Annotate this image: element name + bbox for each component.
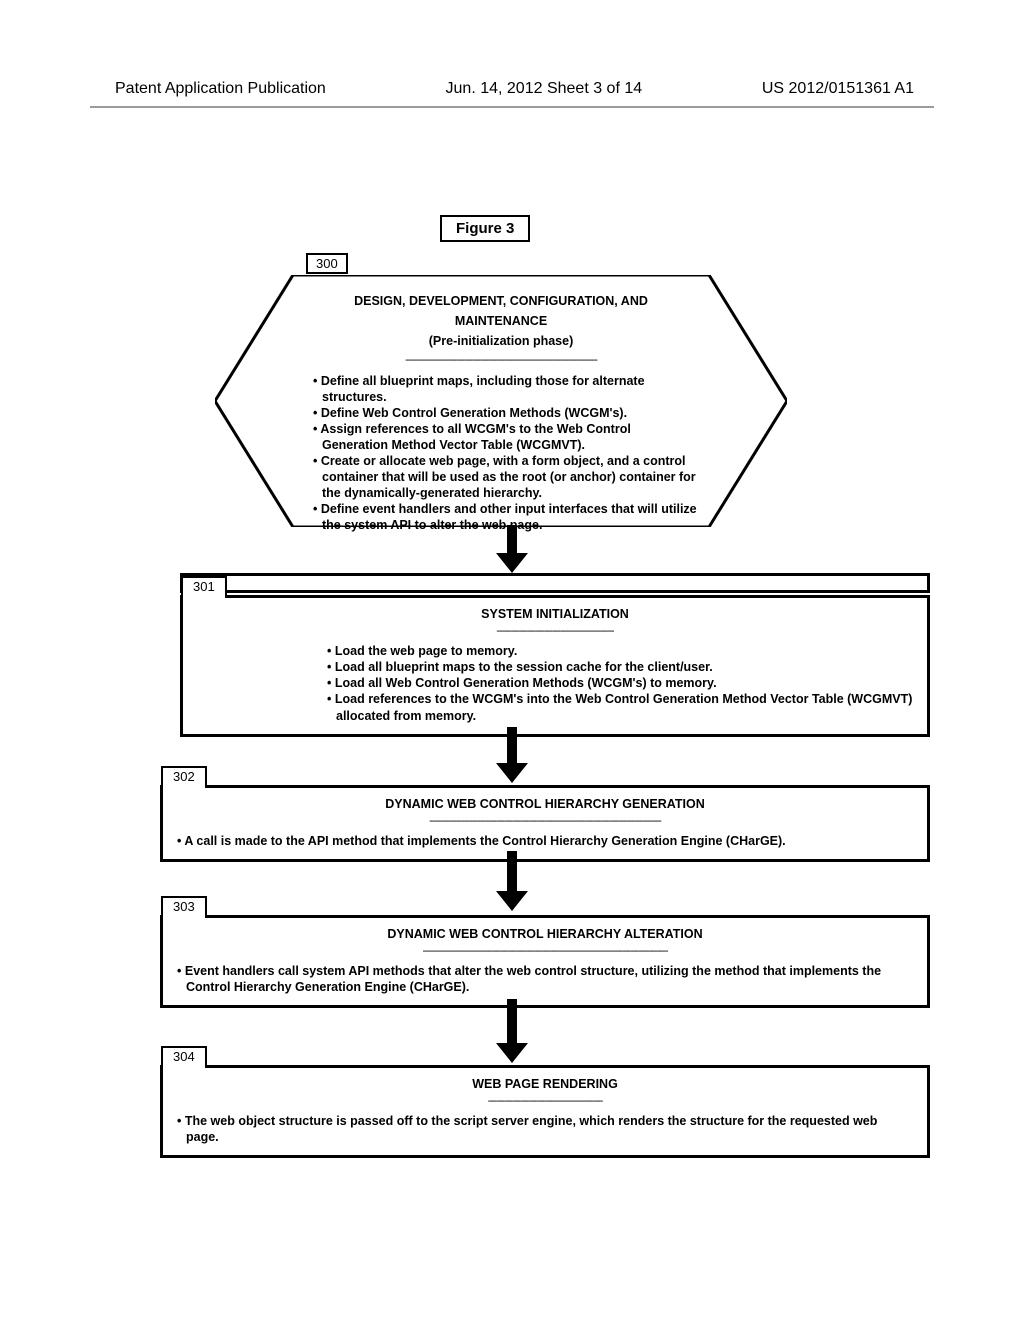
box303-bullet: Event handlers call system API methods t… bbox=[177, 963, 913, 996]
hex-bullet: Create or allocate web page, with a form… bbox=[313, 453, 699, 501]
ref-label-301: 301 bbox=[181, 576, 227, 598]
box304-title: WEB PAGE RENDERING bbox=[177, 1076, 913, 1092]
header-center: Jun. 14, 2012 Sheet 3 of 14 bbox=[446, 80, 643, 98]
ref-label-302: 302 bbox=[161, 766, 207, 788]
hex-bullet: Assign references to all WCGM's to the W… bbox=[313, 421, 699, 453]
arrow-301-to-302 bbox=[494, 727, 530, 783]
hex-title-1: DESIGN, DEVELOPMENT, CONFIGURATION, AND bbox=[303, 293, 699, 309]
box302-bullets: A call is made to the API method that im… bbox=[177, 833, 913, 849]
box301-bullet: Load all blueprint maps to the session c… bbox=[327, 659, 913, 675]
ref-label-300: 300 bbox=[306, 253, 348, 274]
node-303-box: 303 DYNAMIC WEB CONTROL HIERARCHY ALTERA… bbox=[160, 915, 930, 1008]
node-302-box: 302 DYNAMIC WEB CONTROL HIERARCHY GENERA… bbox=[160, 785, 930, 862]
hex-bullets: Define all blueprint maps, including tho… bbox=[303, 373, 699, 533]
box301-bullet: Load all Web Control Generation Methods … bbox=[327, 675, 913, 691]
hex-bullet: Define all blueprint maps, including tho… bbox=[313, 373, 699, 405]
box301-bullet: Load the web page to memory. bbox=[327, 643, 913, 659]
arrow-300-to-301 bbox=[494, 525, 530, 573]
arrow-303-to-304 bbox=[494, 999, 530, 1063]
ref-label-304: 304 bbox=[161, 1046, 207, 1068]
header-right: US 2012/0151361 A1 bbox=[762, 80, 914, 98]
node-304-box: 304 WEB PAGE RENDERING -----------------… bbox=[160, 1065, 930, 1158]
node-301-top-strip bbox=[180, 573, 930, 593]
hex-title-2: MAINTENANCE bbox=[303, 313, 699, 329]
hex-title-3: (Pre-initialization phase) bbox=[303, 333, 699, 349]
arrow-302-to-303 bbox=[494, 851, 530, 911]
box301-bullets: Load the web page to memory. Load all bl… bbox=[197, 643, 913, 724]
hex-content: DESIGN, DEVELOPMENT, CONFIGURATION, AND … bbox=[303, 293, 699, 533]
page-header: Patent Application Publication Jun. 14, … bbox=[0, 80, 1024, 98]
box303-bullets: Event handlers call system API methods t… bbox=[177, 963, 913, 996]
box302-title: DYNAMIC WEB CONTROL HIERARCHY GENERATION bbox=[177, 796, 913, 812]
header-left: Patent Application Publication bbox=[115, 80, 326, 98]
box301-divider: ----------------------------------------… bbox=[197, 624, 913, 638]
box302-divider: ----------------------------------------… bbox=[177, 814, 913, 828]
box301-bullet: Load references to the WCGM's into the W… bbox=[327, 691, 913, 724]
box304-divider: ----------------------------------------… bbox=[177, 1094, 913, 1108]
hex-bullet: Define Web Control Generation Methods (W… bbox=[313, 405, 699, 421]
node-300-hexagon: DESIGN, DEVELOPMENT, CONFIGURATION, AND … bbox=[215, 275, 787, 527]
figure-label: Figure 3 bbox=[440, 215, 530, 242]
box302-bullet: A call is made to the API method that im… bbox=[177, 833, 913, 849]
box303-divider: ----------------------------------------… bbox=[177, 944, 913, 958]
box304-bullet: The web object structure is passed off t… bbox=[177, 1113, 913, 1146]
node-301-box: 301 SYSTEM INITIALIZATION --------------… bbox=[180, 595, 930, 737]
box303-title: DYNAMIC WEB CONTROL HIERARCHY ALTERATION bbox=[177, 926, 913, 942]
box301-title: SYSTEM INITIALIZATION bbox=[197, 606, 913, 622]
box304-bullets: The web object structure is passed off t… bbox=[177, 1113, 913, 1146]
ref-label-303: 303 bbox=[161, 896, 207, 918]
header-rule bbox=[90, 106, 934, 108]
hex-divider: ----------------------------------------… bbox=[303, 353, 699, 367]
